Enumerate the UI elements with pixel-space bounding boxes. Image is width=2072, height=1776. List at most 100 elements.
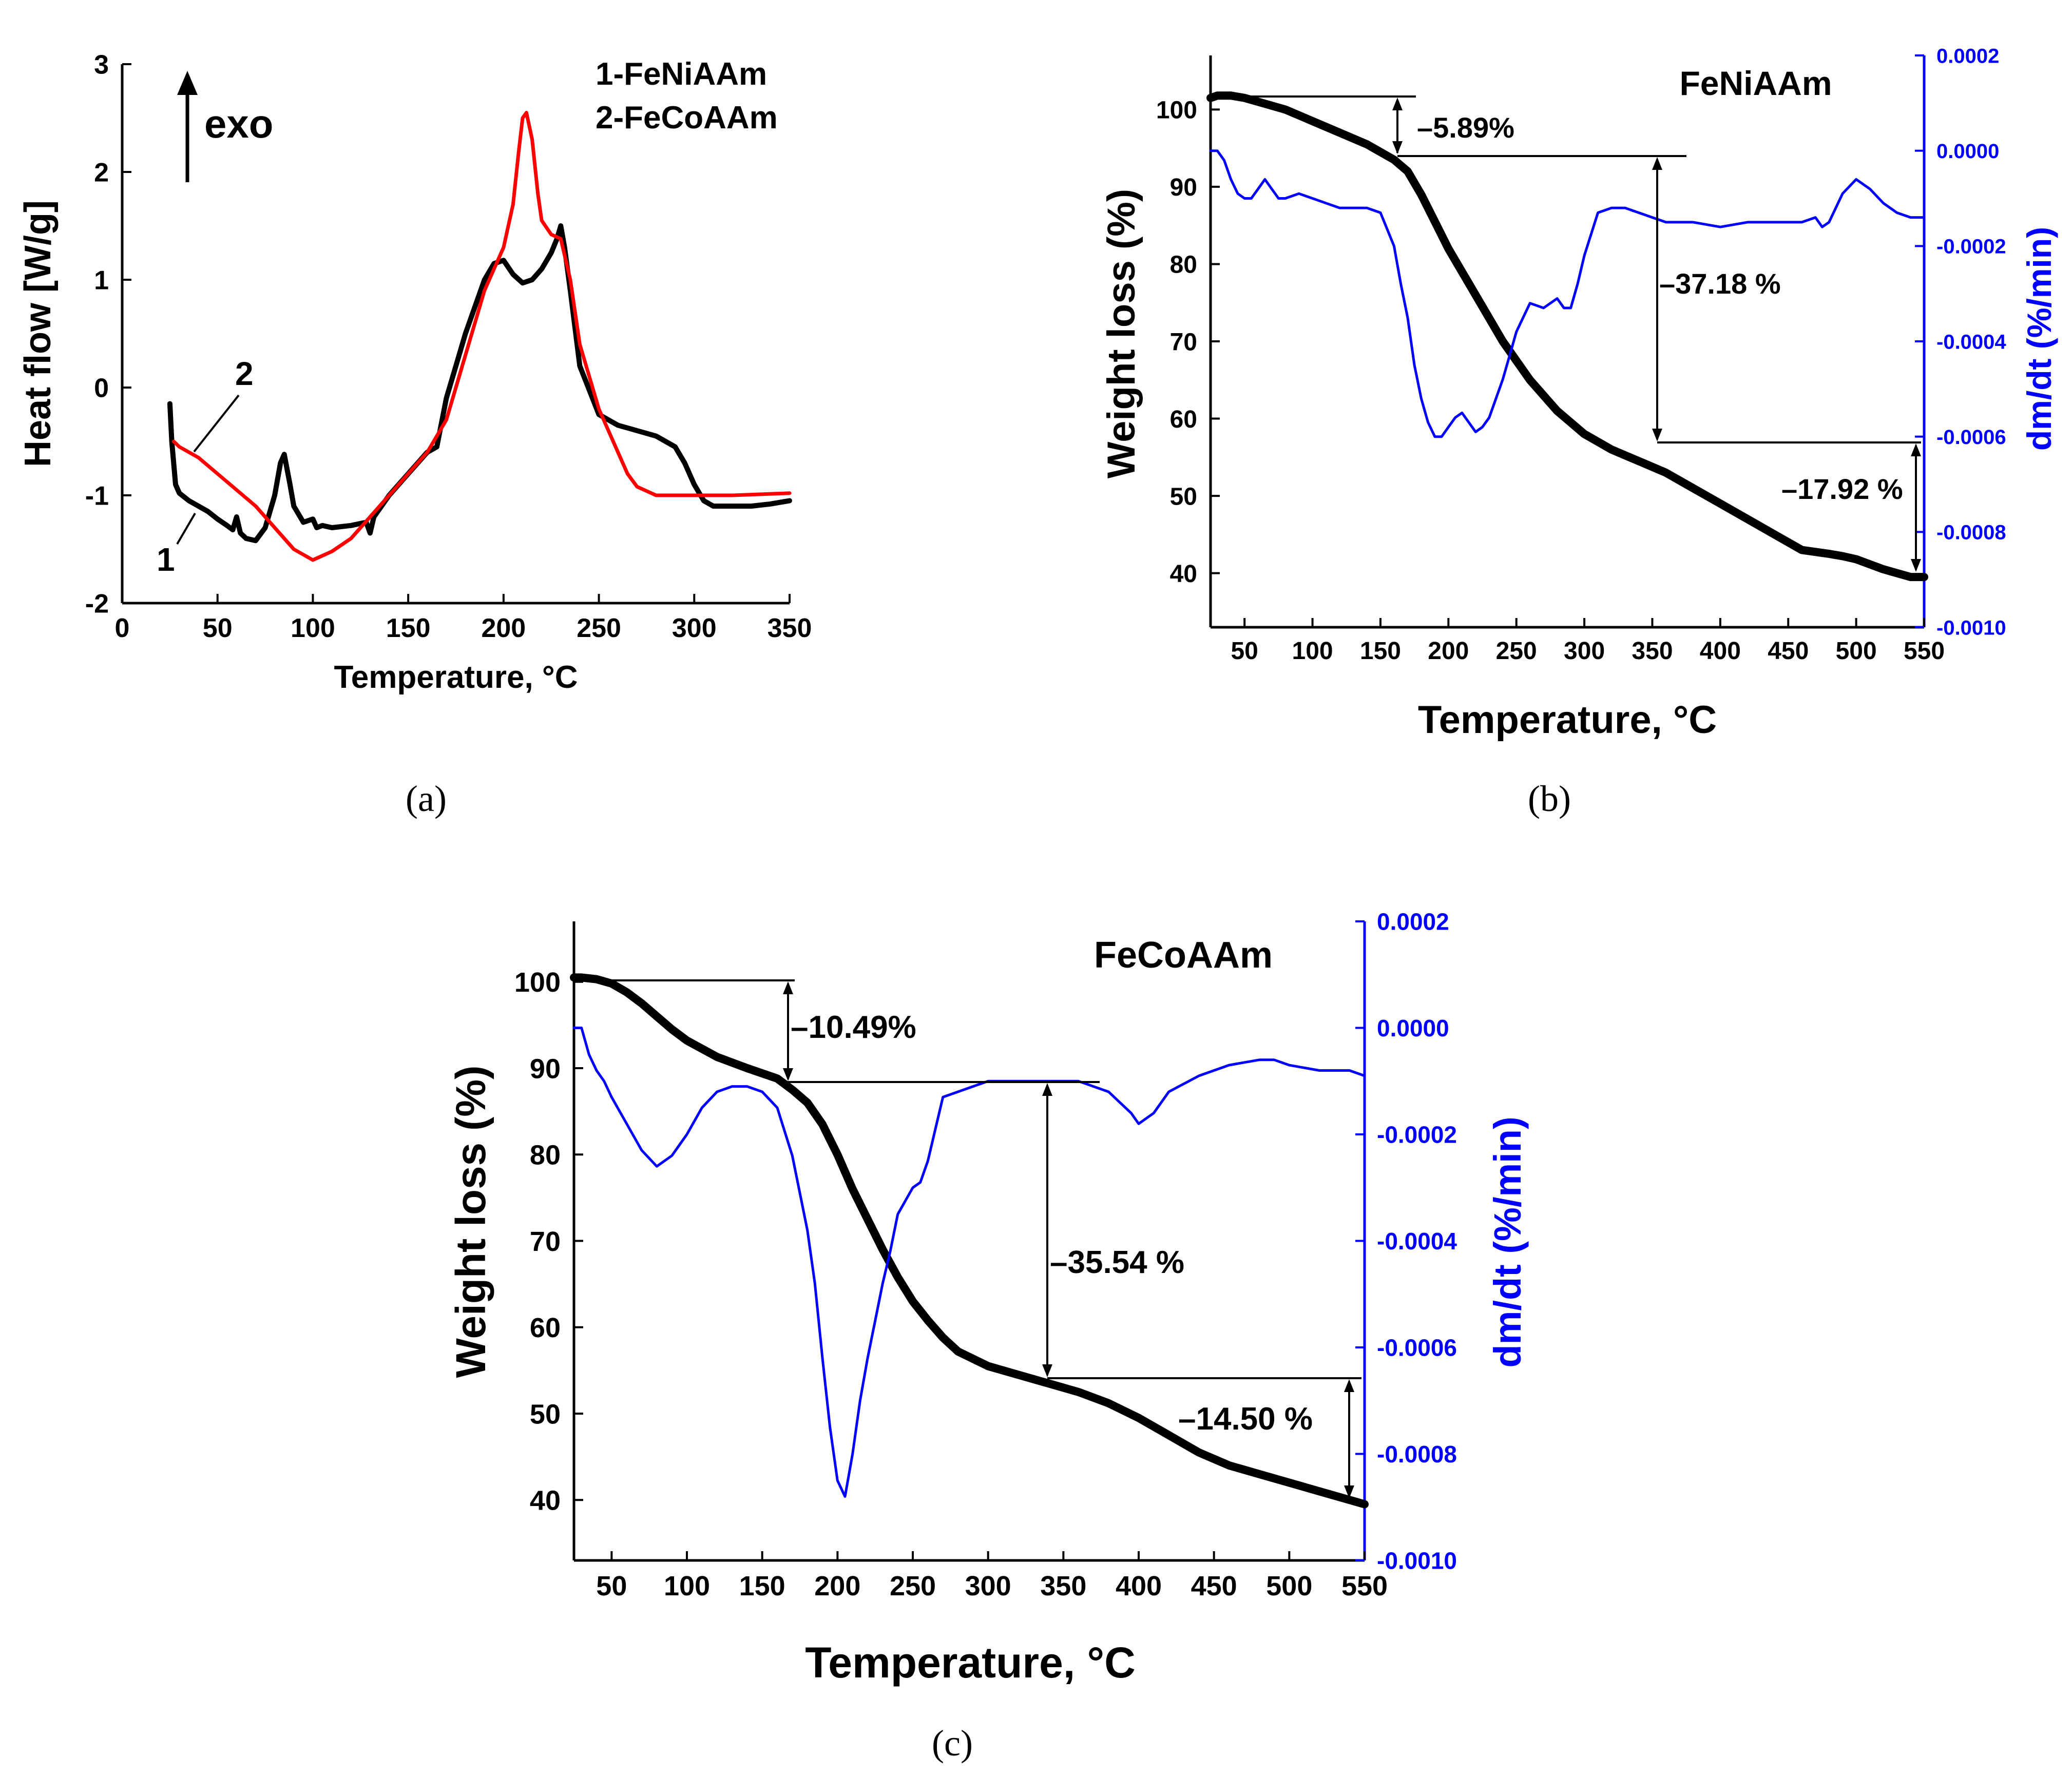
panel-c-y-right-tick-label: -0.0004 (1377, 1228, 1457, 1254)
panel-a-x-tick-label: 300 (672, 613, 717, 643)
panel-b-curves (1206, 91, 1928, 582)
panel-c-x-tick-label: 150 (739, 1571, 785, 1601)
panel-a-y-ticks: -2 -1 0 1 2 3 (85, 50, 131, 619)
panel-a-plot: 0 50 100 150 200 250 300 350 -2 -1 0 1 2 3 (85, 50, 812, 643)
panel-b-caption: (b) (1528, 778, 1571, 819)
panel-c-y-tick-label: 40 (530, 1485, 561, 1516)
panel-b-x-tick-label: 150 (1360, 638, 1401, 665)
panel-a-legend-1: 1-FeNiAAm (596, 56, 767, 92)
panel-c-annotation-1: –10.49% (791, 1010, 916, 1045)
panel-a-curve-label-2: 2 (235, 355, 254, 392)
panel-b-dim-arrow-2 (1652, 157, 1662, 441)
panel-b-x-tick-label: 100 (1292, 638, 1333, 665)
panel-b-y-tick-label: 50 (1170, 483, 1197, 510)
panel-c-y-tick-label: 70 (530, 1226, 561, 1257)
panel-b-y-tick-label: 80 (1170, 252, 1197, 279)
panel-b-y-right-tick-label: -0.0010 (1936, 616, 2006, 639)
panel-a-pointer-1 (176, 512, 196, 545)
panel-a-x-ticks: 0 50 100 150 200 250 300 350 (115, 594, 812, 643)
panel-b-x-tick-label: 300 (1564, 638, 1605, 665)
panel-c-x-ticks: 50 100 150 200 250 300 350 400 450 500 550 (596, 1551, 1388, 1601)
panel-b-x-tick-label: 550 (1904, 638, 1945, 665)
panel-b-y-tick-label: 90 (1170, 174, 1197, 201)
panel-b-xlabel: Temperature, °C (1418, 698, 1717, 742)
exo-arrow-icon (177, 71, 198, 182)
panel-c-y-tick-label: 80 (530, 1140, 561, 1171)
panel-b-ylabel-right: dm/dt (%/min) (2020, 227, 2058, 451)
panel-a-x-tick-label: 350 (768, 613, 812, 643)
panel-b-series-dm-dt (1209, 149, 1926, 438)
panel-c-y-right-tick-label: 0.0002 (1377, 909, 1449, 935)
panel-a-curve-label-1: 1 (157, 541, 175, 578)
panel-b-y-right-tick-label: -0.0002 (1936, 236, 2006, 258)
panel-c-x-tick-label: 450 (1191, 1571, 1237, 1601)
panel-b-y-right-tick-label: -0.0004 (1936, 331, 2006, 353)
panel-b-ylabel: Weight loss (%) (1100, 189, 1143, 478)
panel-c-y-tick-label: 90 (530, 1053, 561, 1084)
panel-b-x-tick-label: 400 (1700, 638, 1741, 665)
panel-c-x-tick-label: 350 (1040, 1571, 1086, 1601)
panel-c-y-right-tick-label: -0.0008 (1377, 1441, 1457, 1468)
panel-c-step-markers (576, 979, 1361, 1498)
panel-b-annotation-3: –17.92 % (1781, 473, 1903, 505)
panel-c-ylabel: Weight loss (%) (448, 1066, 494, 1378)
panel-b-y-right-tick-label: 0.0002 (1936, 45, 1999, 67)
panel-c-x-tick-label: 550 (1341, 1571, 1388, 1601)
panel-b-x-tick-label: 50 (1231, 638, 1258, 665)
panel-c-x-tick-label: 50 (596, 1571, 627, 1601)
panel-a-x-tick-label: 250 (577, 613, 621, 643)
panel-a-x-tick-label: 150 (386, 613, 431, 643)
panel-c-y-tick-label: 100 (514, 967, 561, 998)
panel-c-ylabel-right: dm/dt (%/min) (1486, 1116, 1529, 1367)
panel-b: 50 100 150 200 250 300 350 400 450 500 550 40 50 60 7… (1100, 45, 2058, 819)
panel-c-xlabel: Temperature, °C (805, 1638, 1136, 1687)
panel-b-annotation-1: –5.89% (1417, 111, 1514, 144)
panel-c-series-weight-loss (570, 973, 1369, 1509)
panel-b-plot: 50 100 150 200 250 300 350 400 450 500 550 40 50 60 7… (1156, 45, 2007, 665)
panel-a-series-2-fecoaam (171, 111, 792, 562)
panel-c-y-right-tick-label: 0.0000 (1377, 1015, 1449, 1041)
panel-b-y-tick-label: 70 (1170, 329, 1197, 356)
panel-b-y-tick-label: 40 (1170, 561, 1197, 588)
panel-c-y-right-tick-label: -0.0010 (1377, 1548, 1457, 1574)
panel-a-exo-label: exo (204, 101, 273, 146)
panel-a: 0 50 100 150 200 250 300 350 -2 -1 0 1 2 3 Temperatu… (17, 50, 812, 819)
panel-a-x-tick-label: 100 (291, 613, 335, 643)
panel-a-caption: (a) (406, 778, 447, 819)
panel-b-y-tick-label: 100 (1156, 97, 1197, 124)
panel-a-y-tick-label: -1 (85, 481, 109, 511)
panel-c-title: FeCoAAm (1094, 935, 1273, 976)
panel-c-caption: (c) (932, 1723, 973, 1764)
panel-b-y-tick-label: 60 (1170, 406, 1197, 433)
panel-c-dim-arrow-1 (783, 981, 793, 1081)
panel-c-series-dm-dt (572, 1027, 1366, 1498)
panel-b-dim-arrow-1 (1392, 98, 1403, 154)
panel-b-x-tick-label: 450 (1768, 638, 1809, 665)
panel-a-x-tick-label: 0 (115, 613, 130, 643)
panel-c-annotation-2: –35.54 % (1050, 1245, 1184, 1280)
panel-b-x-tick-label: 250 (1496, 638, 1537, 665)
panel-c-dim-arrow-3 (1344, 1379, 1354, 1498)
panel-b-step-markers (1213, 95, 1921, 572)
panel-b-y-ticks: 40 50 60 70 80 90 100 (1156, 97, 1220, 588)
panel-c-x-tick-label: 250 (890, 1571, 936, 1601)
panel-b-y-right-ticks: 0.0002 0.0000 -0.0002 -0.0004 -0.0006 -0.0008… (1915, 45, 2006, 639)
panel-b-x-tick-label: 200 (1428, 638, 1469, 665)
panel-c-y-right-tick-label: -0.0002 (1377, 1122, 1457, 1148)
panel-a-y-tick-label: 0 (94, 374, 109, 403)
panel-a-legend-2: 2-FeCoAAm (596, 100, 778, 136)
panel-c-y-right-ticks: 0.0002 0.0000 -0.0002 -0.0004 -0.0006 -0.0008… (1355, 909, 1457, 1574)
panel-a-y-tick-label: 3 (94, 50, 109, 80)
panel-a-x-tick-label: 200 (481, 613, 526, 643)
panel-c-annotation-3: –14.50 % (1178, 1401, 1313, 1437)
panel-b-dim-arrow-3 (1911, 443, 1921, 572)
panel-b-x-ticks: 50 100 150 200 250 300 350 400 450 500 550 (1231, 618, 1945, 665)
panel-a-y-tick-label: 2 (94, 158, 109, 188)
panel-b-x-tick-label: 350 (1632, 638, 1673, 665)
panel-b-title: FeNiAAm (1679, 64, 1832, 102)
panel-c-curves (570, 973, 1369, 1509)
panel-a-ylabel: Heat flow [W/g] (17, 200, 59, 467)
panel-a-curves (167, 111, 792, 562)
panel-c-x-tick-label: 400 (1116, 1571, 1162, 1601)
